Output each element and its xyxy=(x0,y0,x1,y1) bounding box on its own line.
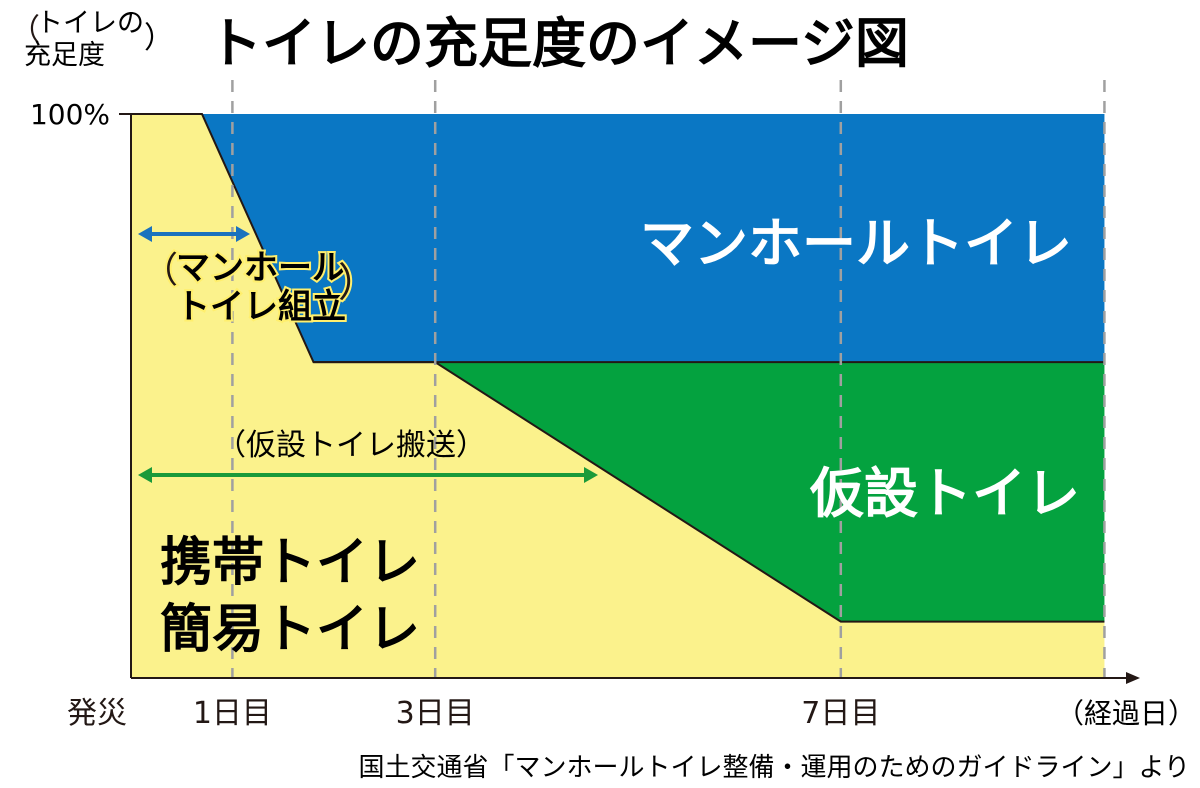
y-axis-label-line2: 充足度 xyxy=(24,40,105,71)
portable-toilet-label: 携帯トイレ xyxy=(160,533,420,593)
y-axis-label-line1: トイレの xyxy=(36,8,144,39)
simple-toilet-label: 簡易トイレ xyxy=(160,600,420,660)
y-tick-label-100: 100% xyxy=(30,98,110,131)
x-axis-unit-label: （経過日） xyxy=(1056,697,1196,730)
x-tick-labels: 発災 1日目 3日目 7日目 xyxy=(67,696,880,731)
transport-label: （仮設トイレ搬送） xyxy=(216,428,486,463)
assembly-bracket-open: （ xyxy=(142,250,178,291)
temporary-toilet-label: 仮設トイレ xyxy=(809,462,1080,525)
x-tick-label: 1日目 xyxy=(193,696,272,731)
source-citation: 国土交通省「マンホールトイレ整備・運用のためのガイドライン」より xyxy=(359,753,1190,783)
assembly-arrow xyxy=(138,226,250,242)
transport-arrow xyxy=(138,467,598,483)
y-axis-label-paren-close: ） xyxy=(144,21,174,56)
manhole-toilet-label: マンホールトイレ xyxy=(640,212,1072,275)
assembly-bracket-close: ） xyxy=(338,260,378,306)
y-axis-label-paren-open: （ xyxy=(10,13,40,48)
temporary-toilet-area xyxy=(435,362,1105,622)
chart-title: トイレの充足度のイメージ図 xyxy=(208,12,909,75)
manhole-toilet-area xyxy=(201,114,1105,363)
day-gridlines xyxy=(231,80,1106,678)
x-tick-label: 発災 xyxy=(67,696,127,731)
assembly-label-line2: トイレ組立 xyxy=(176,287,346,327)
x-tick-label: 7日目 xyxy=(801,696,880,731)
assembly-label-line1: マンホール xyxy=(176,248,346,288)
x-tick-label: 3日目 xyxy=(396,696,475,731)
x-axis-arrowhead xyxy=(1126,672,1140,684)
portable-toilet-area xyxy=(131,114,1105,678)
